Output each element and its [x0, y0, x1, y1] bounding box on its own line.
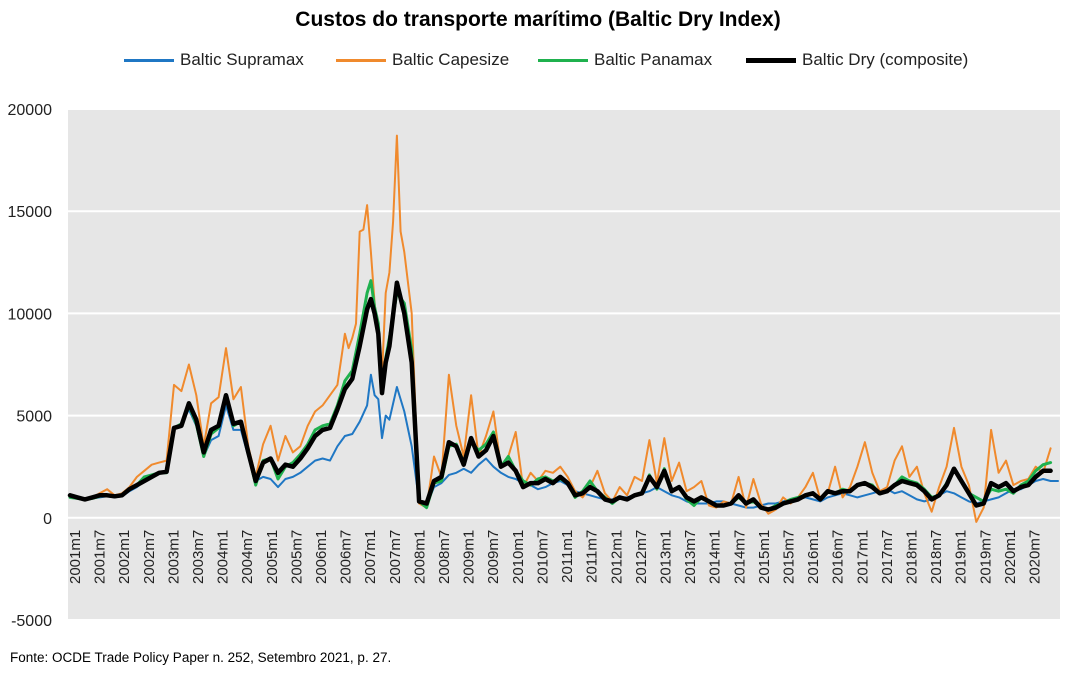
x-tick-label: 2015m1	[756, 530, 773, 584]
x-tick-label: 2003m7	[190, 530, 207, 584]
y-tick-label: -5000	[11, 613, 52, 630]
x-tick-label: 2009m1	[461, 530, 478, 584]
x-tick-label: 2007m1	[362, 530, 379, 584]
x-tick-label: 2008m7	[436, 530, 453, 584]
x-tick-label: 2020m7	[1026, 530, 1043, 584]
legend-item: Baltic Supramax	[124, 50, 304, 70]
x-tick-label: 2010m7	[534, 530, 551, 584]
x-tick-label: 2012m1	[608, 530, 625, 584]
legend-swatch	[538, 58, 588, 62]
y-tick-label: 5000	[16, 409, 52, 426]
x-tick-label: 2018m7	[928, 530, 945, 584]
x-tick-label: 2019m1	[953, 530, 970, 584]
legend-swatch	[124, 58, 174, 62]
chart-title: Custos do transporte marítimo (Baltic Dr…	[295, 8, 781, 31]
x-tick-label: 2013m1	[657, 530, 674, 584]
x-tick-label: 2001m7	[92, 530, 109, 584]
source-note: Fonte: OCDE Trade Policy Paper n. 252, S…	[10, 650, 392, 665]
legend-label: Baltic Supramax	[180, 50, 304, 69]
x-tick-label: 2003m1	[165, 530, 182, 584]
legend-swatch	[746, 57, 796, 63]
x-tick-label: 2005m1	[264, 530, 281, 584]
x-tick-label: 2004m1	[215, 530, 232, 584]
x-tick-label: 2011m1	[559, 530, 576, 583]
x-tick-label: 2015m7	[780, 530, 797, 584]
x-tick-label: 2020m1	[1002, 530, 1019, 584]
y-tick-label: 10000	[8, 306, 53, 323]
y-tick-label: 15000	[8, 204, 53, 221]
legend-item: Baltic Panamax	[538, 50, 712, 70]
x-tick-label: 2017m7	[879, 530, 896, 584]
series-line-baltic-dry-composite	[67, 280, 1053, 512]
x-tick-label: 2002m7	[141, 530, 158, 584]
x-tick-label: 2016m7	[830, 530, 847, 584]
x-tick-label: 2006m7	[338, 530, 355, 584]
x-tick-label: 2005m7	[288, 530, 305, 584]
series-line-baltic-capesize	[69, 134, 1052, 523]
legend-label: Baltic Capesize	[392, 50, 510, 69]
x-tick-label: 2001m1	[67, 530, 84, 584]
plot-background	[68, 109, 1060, 620]
x-tick-label: 2017m1	[854, 530, 871, 584]
x-tick-label: 2014m1	[707, 530, 724, 584]
x-tick-label: 2008m1	[411, 530, 428, 584]
y-tick-label: 20000	[8, 102, 53, 119]
y-tick-label: 0	[43, 511, 52, 528]
x-tick-label: 2004m7	[239, 530, 256, 584]
legend-item: Baltic Dry (composite)	[746, 50, 968, 70]
x-tick-label: 2002m1	[116, 530, 133, 584]
legend-swatch	[336, 58, 386, 62]
chart-legend: Baltic Supramax Baltic Capesize Baltic Pan…	[0, 50, 1076, 74]
chart-plot: 20000 15000 10000 5000 0 -5000 2001m1 2001m7 200…	[8, 102, 1060, 630]
x-tick-label: 2009m7	[485, 530, 502, 584]
legend-label: Baltic Panamax	[594, 50, 713, 69]
x-tick-label: 2016m1	[805, 530, 822, 584]
legend-label: Baltic Dry (composite)	[802, 50, 969, 69]
x-tick-label: 2018m1	[903, 530, 920, 584]
x-tick-label: 2012m7	[633, 530, 650, 584]
x-tick-label: 2010m1	[510, 530, 527, 584]
x-tick-label: 2019m7	[977, 530, 994, 584]
legend-item: Baltic Capesize	[336, 50, 509, 70]
x-tick-label: 2011m7	[584, 530, 601, 583]
x-tick-label: 2006m1	[313, 530, 330, 584]
x-tick-label: 2014m7	[731, 530, 748, 584]
x-tick-label: 2013m7	[682, 530, 699, 584]
x-tick-label: 2007m7	[387, 530, 404, 584]
